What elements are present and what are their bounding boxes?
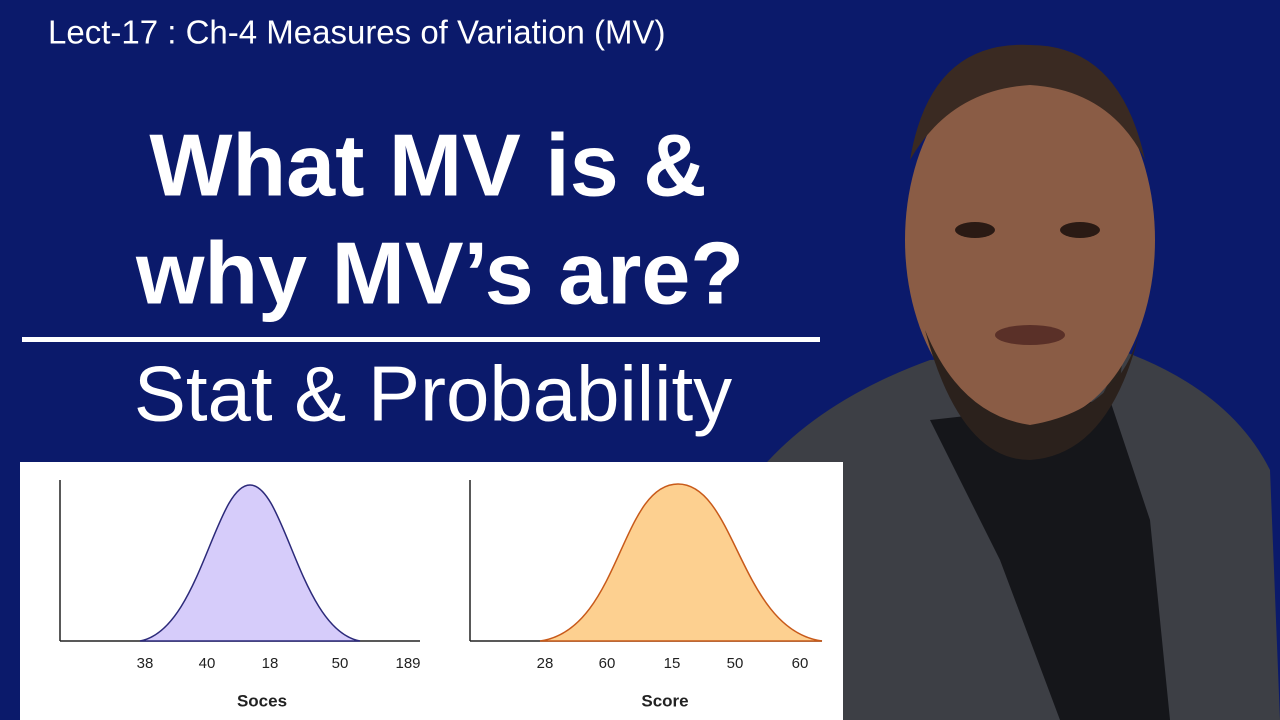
x-axis-label: Soces <box>237 691 287 710</box>
beard-lower <box>925 330 1140 460</box>
x-tick-label: 38 <box>137 655 154 672</box>
x-tick-label: 50 <box>332 655 349 672</box>
eye <box>1060 222 1100 238</box>
eye <box>955 222 995 238</box>
shirt <box>930 400 1170 720</box>
presenter <box>720 44 1280 720</box>
divider <box>22 337 820 342</box>
lecture-label: Lect-17 : Ch-4 Measures of Variation (MV… <box>48 14 665 51</box>
x-tick-label: 50 <box>727 655 744 672</box>
title-line: why MV’s are? <box>135 223 744 322</box>
x-tick-label: 28 <box>537 655 554 672</box>
x-tick-label: 189 <box>395 655 420 672</box>
mouth <box>995 325 1065 345</box>
x-axis-label: Score <box>641 691 688 710</box>
hair <box>910 44 1145 160</box>
x-tick-label: 40 <box>199 655 216 672</box>
x-tick-label: 60 <box>599 655 616 672</box>
x-tick-label: 15 <box>664 655 681 672</box>
title-line: What MV is & <box>149 115 706 214</box>
right-chart <box>469 480 823 642</box>
bell-curve <box>539 483 823 642</box>
head <box>905 55 1155 425</box>
subtitle: Stat & Probability <box>134 350 732 438</box>
x-tick-label: 18 <box>262 655 279 672</box>
x-tick-label: 60 <box>792 655 809 672</box>
left-chart <box>59 480 420 642</box>
bell-curve <box>139 484 361 642</box>
